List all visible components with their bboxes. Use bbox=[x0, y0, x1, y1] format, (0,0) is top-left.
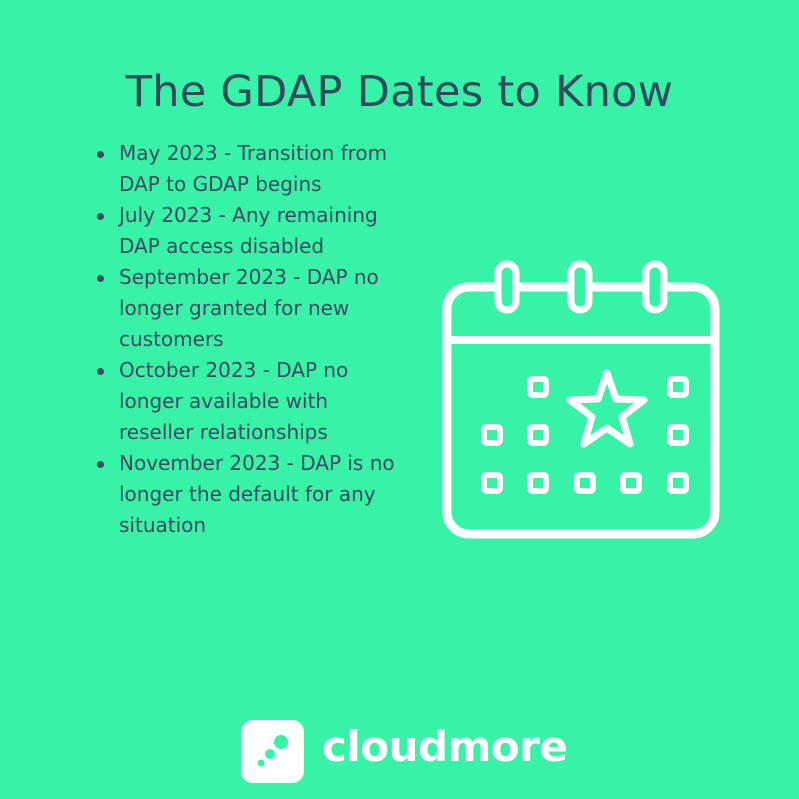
list-item: September 2023 - DAP no longer granted f… bbox=[97, 262, 397, 355]
list-item: May 2023 - Transition from DAP to GDAP b… bbox=[97, 138, 397, 200]
calendar-star-icon bbox=[442, 260, 720, 539]
page-title: The GDAP Dates to Know bbox=[125, 66, 674, 117]
cloudmore-logo-icon bbox=[241, 720, 304, 783]
dates-list: May 2023 - Transition from DAP to GDAP b… bbox=[97, 138, 397, 541]
brand-name: cloudmore bbox=[322, 722, 568, 771]
list-item: October 2023 - DAP no longer available w… bbox=[97, 355, 397, 448]
list-item: November 2023 - DAP is no longer the def… bbox=[97, 448, 397, 541]
list-item: July 2023 - Any remaining DAP access dis… bbox=[97, 200, 397, 262]
